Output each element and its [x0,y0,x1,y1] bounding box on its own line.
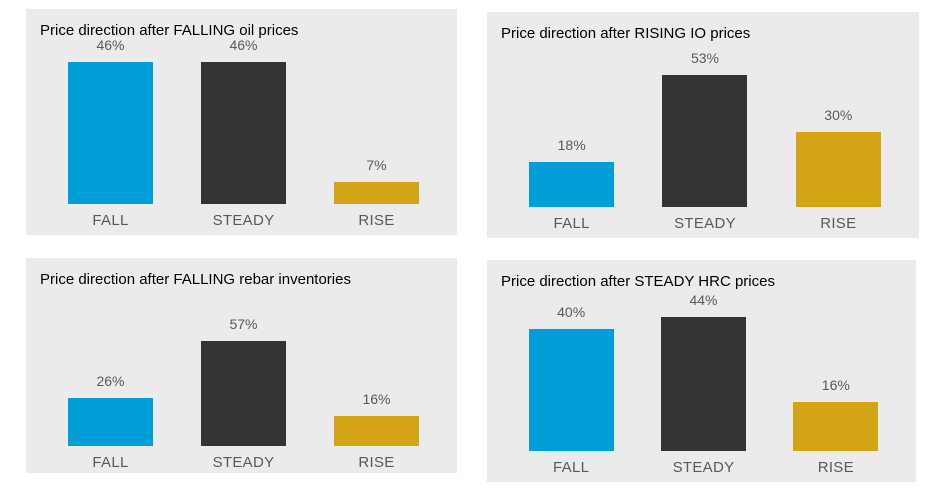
x-axis-label-steady: STEADY [212,454,275,471]
plot-area: 18% FALL 53% STEADY 30% RISE [505,50,905,235]
x-axis-label-rise: RISE [358,454,395,471]
bar-fall [528,329,614,451]
category-steady: 46% STEADY [177,37,310,231]
category-rise: 30% RISE [772,107,905,234]
category-rise: 16% RISE [310,391,443,473]
bar-rise [793,402,879,451]
bar-fall [529,162,615,207]
bar-steady [201,62,286,204]
bar-value-label: 44% [689,292,718,309]
x-axis-label-steady: STEADY [672,459,735,476]
x-axis-label-fall: FALL [92,212,129,229]
bar-value-label: 16% [821,377,850,394]
bar-steady [201,340,286,446]
x-axis-label-steady: STEADY [674,215,736,232]
x-axis-label-fall: FALL [553,459,590,476]
category-rise: 16% RISE [770,377,902,478]
chart-title: Price direction after RISING IO prices [501,25,751,42]
bar-rise [334,416,419,446]
bar-value-label: 46% [96,37,125,54]
bar-steady [662,74,748,207]
plot-area: 26% FALL 57% STEADY 16% RISE [44,316,443,473]
chart-panel-falling-oil-prices: Price direction after FALLING oil prices… [26,9,457,235]
bar-value-label: 7% [366,157,387,174]
category-fall: 26% FALL [44,373,177,473]
chart-title: Price direction after STEADY HRC prices [501,273,775,290]
bar-value-label: 53% [690,49,719,66]
plot-area: 46% FALL 46% STEADY 7% RISE [44,37,443,231]
chart-panel-steady-hrc-prices: Price direction after STEADY HRC prices … [487,260,916,482]
category-rise: 7% RISE [310,157,443,231]
bar-fall [68,397,153,446]
bar-value-label: 26% [96,372,125,389]
category-fall: 18% FALL [505,137,638,234]
bar-value-label: 57% [229,315,258,332]
bar-rise [795,132,881,207]
chart-title: Price direction after FALLING oil prices [40,22,299,39]
category-steady: 53% STEADY [638,50,771,235]
bar-value-label: 40% [557,304,586,321]
x-axis-label-rise: RISE [820,215,857,232]
bar-value-label: 18% [557,137,586,153]
category-fall: 40% FALL [505,304,637,478]
bar-value-label: 16% [362,391,391,408]
x-axis-label-steady: STEADY [212,212,275,229]
bar-fall [68,62,153,204]
bar-value-label: 46% [229,37,258,54]
bar-steady [660,317,746,451]
x-axis-label-rise: RISE [358,212,395,229]
x-axis-label-fall: FALL [92,454,129,471]
plot-area: 40% FALL 44% STEADY 16% RISE [505,292,902,478]
chart-panel-falling-rebar-inventories: Price direction after FALLING rebar inve… [26,258,457,473]
x-axis-label-rise: RISE [817,459,854,476]
chart-title: Price direction after FALLING rebar inve… [40,271,351,288]
bar-rise [334,182,419,204]
bar-value-label: 30% [824,107,853,123]
x-axis-label-fall: FALL [553,215,590,232]
chart-panel-rising-io-prices: Price direction after RISING IO prices 1… [487,12,919,238]
category-steady: 57% STEADY [177,316,310,473]
category-fall: 46% FALL [44,37,177,231]
category-steady: 44% STEADY [637,292,769,478]
